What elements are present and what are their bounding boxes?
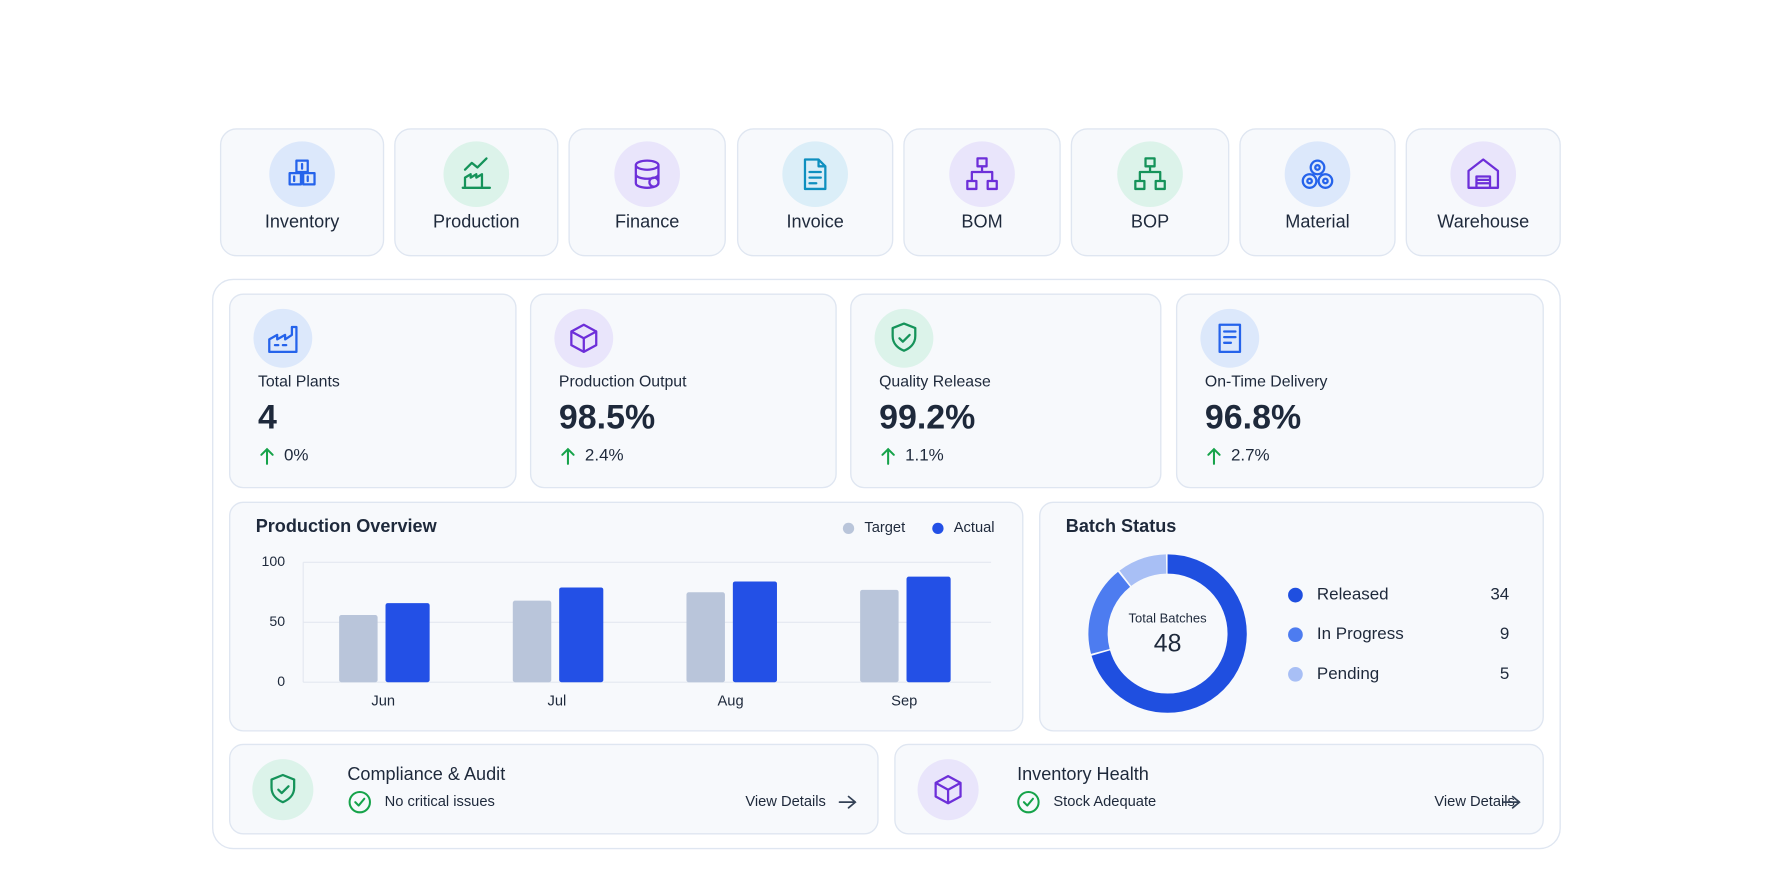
card-title: Inventory Health — [1017, 764, 1149, 784]
x-tick-label: Aug — [718, 693, 744, 709]
trend-up-arrow — [561, 447, 575, 465]
icon — [891, 322, 917, 352]
legend-value: 9 — [1500, 624, 1509, 643]
card-status: No critical issues — [385, 794, 495, 810]
legend-marker — [1288, 666, 1303, 682]
icon — [1134, 157, 1166, 191]
x-tick-label: Jun — [371, 693, 395, 709]
donut-total: 48 — [1154, 629, 1182, 657]
arrow-right — [838, 795, 857, 809]
chart-title: Production Overview — [256, 516, 438, 536]
card-title: Compliance & Audit — [347, 764, 505, 784]
kpi-title: Total Plants — [258, 374, 340, 391]
check-icon — [348, 791, 371, 814]
nav-label: Material — [1285, 212, 1349, 232]
kpi-value: 99.2% — [879, 399, 975, 437]
bar — [512, 600, 552, 683]
icon — [934, 774, 962, 805]
x-tick-label: Jul — [548, 693, 567, 709]
x-tick-label: Sep — [891, 693, 917, 709]
y-tick-label: 100 — [262, 553, 286, 569]
legend-label: Pending — [1317, 664, 1379, 683]
trend-up-arrow — [1207, 447, 1221, 465]
legend-label: Released — [1317, 585, 1389, 604]
donut-center-label: Total Batches — [1129, 610, 1208, 625]
icon-badge — [874, 308, 934, 368]
icon — [1218, 323, 1242, 353]
card-status: Stock Adequate — [1053, 794, 1156, 810]
icon-badge — [253, 308, 313, 368]
icon — [570, 323, 598, 353]
icon-badge — [1450, 141, 1517, 208]
kpi-card — [1175, 293, 1544, 489]
icon — [634, 159, 660, 189]
legend-label: Target — [864, 520, 905, 536]
donut-segment — [1088, 554, 1247, 713]
nav-label: Finance — [615, 212, 679, 232]
arrow-right — [1502, 795, 1521, 809]
trend-up-arrow — [881, 447, 895, 465]
nav-label: BOP — [1131, 212, 1169, 232]
batch-card — [1039, 501, 1544, 732]
nav-label: Invoice — [786, 212, 843, 232]
icon-badge — [252, 759, 314, 821]
status-card — [228, 743, 879, 835]
icon — [270, 773, 296, 804]
y-tick-label: 50 — [269, 613, 285, 629]
chart-title: Batch Status — [1066, 516, 1177, 536]
bar — [732, 581, 777, 683]
status-card — [894, 743, 1544, 835]
icon-badge — [949, 141, 1015, 208]
icon — [288, 159, 316, 186]
icon — [966, 157, 998, 191]
view-details-link[interactable]: View Details — [1434, 794, 1515, 810]
kpi-title: Quality Release — [879, 374, 991, 391]
kpi-title: On-Time Delivery — [1205, 374, 1328, 391]
icon — [1467, 158, 1500, 189]
bar — [339, 615, 378, 683]
kpi-title: Production Output — [559, 374, 687, 391]
kpi-value: 98.5% — [559, 399, 655, 437]
view-details-link[interactable]: View Details — [745, 794, 826, 810]
icon — [803, 158, 827, 191]
nav-label: Warehouse — [1437, 212, 1529, 232]
nav-label: BOM — [961, 212, 1002, 232]
check-icon — [1017, 791, 1040, 814]
icon — [1301, 159, 1334, 189]
bar — [559, 587, 604, 683]
y-tick-label: 0 — [277, 673, 285, 689]
legend-label: In Progress — [1317, 624, 1404, 643]
legend-marker — [1288, 627, 1303, 643]
icon-badge — [614, 141, 680, 208]
bar — [385, 603, 430, 683]
legend-marker — [1288, 587, 1303, 603]
legend-value: 5 — [1500, 664, 1509, 683]
bar — [860, 589, 899, 683]
icon — [461, 157, 492, 189]
nav-label: Inventory — [265, 212, 340, 232]
kpi-change: 0% — [284, 445, 309, 464]
bar — [686, 592, 725, 683]
nav-label: Production — [433, 212, 520, 232]
icon-badge — [782, 141, 848, 208]
donut-segment — [1088, 554, 1247, 713]
icon — [268, 325, 298, 353]
kpi-value: 4 — [258, 399, 277, 437]
bar — [906, 576, 951, 683]
kpi-change: 2.7% — [1231, 445, 1270, 464]
kpi-change: 2.4% — [585, 445, 624, 464]
kpi-change: 1.1% — [905, 445, 944, 464]
kpi-value: 96.8% — [1205, 399, 1301, 437]
legend-label: Actual — [954, 520, 995, 536]
icon-badge — [1117, 141, 1183, 208]
legend-marker — [932, 522, 944, 535]
trend-up-arrow — [260, 447, 274, 465]
legend-value: 34 — [1490, 585, 1509, 604]
legend-marker — [842, 522, 855, 535]
